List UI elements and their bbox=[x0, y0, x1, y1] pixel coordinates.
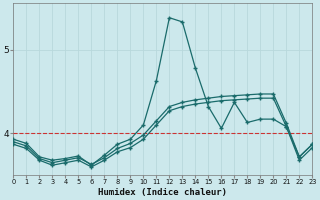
X-axis label: Humidex (Indice chaleur): Humidex (Indice chaleur) bbox=[98, 188, 228, 197]
